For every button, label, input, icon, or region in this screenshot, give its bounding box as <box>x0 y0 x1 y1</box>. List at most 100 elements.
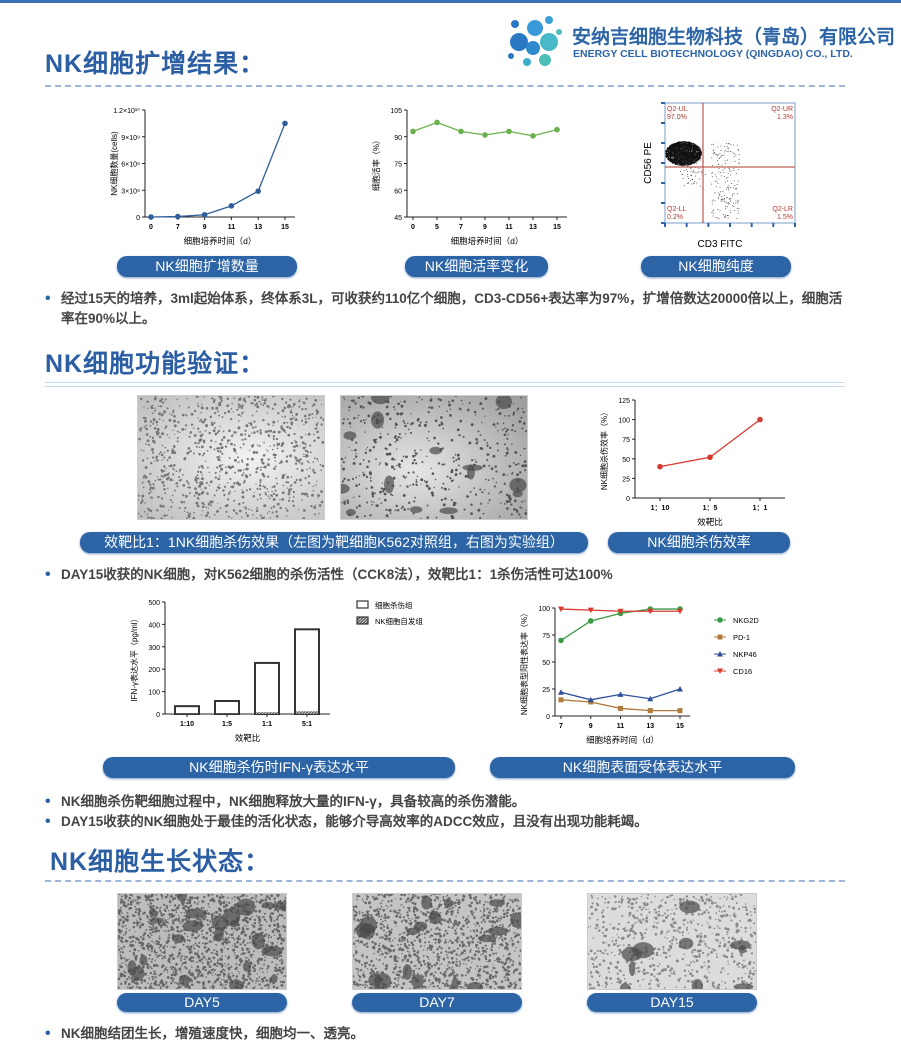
cell <box>241 460 244 463</box>
cell <box>415 480 418 483</box>
cell <box>212 968 215 970</box>
event-dot <box>695 156 697 158</box>
cell <box>316 430 319 434</box>
cell <box>151 486 155 490</box>
event-dot <box>697 152 699 154</box>
cell <box>361 396 365 398</box>
cell <box>166 407 169 410</box>
cell <box>298 461 301 464</box>
cell <box>149 435 152 438</box>
cell <box>177 914 180 917</box>
event-dot <box>680 146 682 148</box>
event-dot <box>669 151 671 153</box>
cell <box>299 398 301 400</box>
event-dot <box>669 145 671 147</box>
cell <box>243 506 245 508</box>
event-dot <box>712 150 714 152</box>
event-dot <box>676 146 678 148</box>
event-dot <box>673 160 675 162</box>
event-dot <box>668 153 670 155</box>
cell <box>246 457 249 461</box>
cell <box>235 512 238 515</box>
cell <box>388 508 392 512</box>
cell <box>264 493 268 496</box>
x-tick-label: 9 <box>589 723 593 730</box>
cell <box>505 493 509 497</box>
cell <box>147 480 151 484</box>
cell <box>244 433 247 436</box>
cell <box>242 952 245 955</box>
cell <box>238 404 242 408</box>
cell <box>379 462 381 464</box>
cell <box>146 513 149 516</box>
cell <box>514 451 518 454</box>
event-dot <box>677 149 679 151</box>
cell <box>173 424 177 428</box>
event-dot <box>737 212 739 214</box>
cell <box>214 427 217 429</box>
event-dot <box>684 156 686 158</box>
cell <box>206 466 209 469</box>
cell <box>171 908 174 912</box>
event-dot <box>687 149 689 151</box>
cell <box>170 505 173 508</box>
event-dot <box>699 159 701 161</box>
cell <box>245 463 249 467</box>
cell <box>146 433 149 436</box>
event-dot <box>675 155 677 157</box>
cell <box>394 408 396 411</box>
cell <box>193 427 195 429</box>
event-dot <box>681 145 683 147</box>
cell <box>184 456 187 459</box>
cell <box>394 440 397 443</box>
event-dot <box>681 157 683 159</box>
cell <box>262 474 266 478</box>
cell <box>253 950 255 953</box>
cell <box>131 980 135 983</box>
cell <box>357 414 360 417</box>
cell <box>176 430 179 433</box>
event-dot <box>693 151 695 153</box>
event-dot <box>685 152 687 154</box>
cell <box>209 480 213 484</box>
cell <box>220 894 223 896</box>
cell <box>242 411 245 414</box>
cell <box>294 418 298 422</box>
cell <box>240 932 243 935</box>
cell <box>250 509 253 512</box>
cell <box>272 420 276 424</box>
cell <box>370 500 373 503</box>
cell <box>285 515 288 517</box>
cell <box>136 985 138 988</box>
cell <box>120 982 123 986</box>
cell <box>206 959 208 961</box>
cell <box>308 461 310 464</box>
event-dot <box>697 146 699 148</box>
cell <box>204 966 207 969</box>
event-dot <box>672 155 674 157</box>
cell <box>213 938 216 942</box>
cell <box>175 911 178 913</box>
cell <box>417 417 420 420</box>
cell <box>239 957 242 960</box>
cell <box>197 417 199 419</box>
cell <box>263 465 267 469</box>
cell <box>166 433 169 436</box>
cell <box>196 497 199 500</box>
cell <box>223 978 225 981</box>
event-dot <box>682 163 684 165</box>
cell <box>261 399 264 401</box>
cell <box>503 502 506 505</box>
event-dot <box>691 162 693 164</box>
cell <box>236 966 238 969</box>
cell <box>214 476 217 479</box>
purity-flow-chart: Q2-UL97.0%Q2-UR1.3%Q2-LL0.2%Q2-LR1.5%CD3… <box>643 102 796 250</box>
event-dot <box>720 175 722 177</box>
event-dot <box>725 181 727 183</box>
cell <box>225 980 229 984</box>
event-dot <box>688 146 690 148</box>
cell <box>169 498 172 502</box>
event-dot <box>673 160 675 162</box>
event-dot <box>718 217 720 219</box>
